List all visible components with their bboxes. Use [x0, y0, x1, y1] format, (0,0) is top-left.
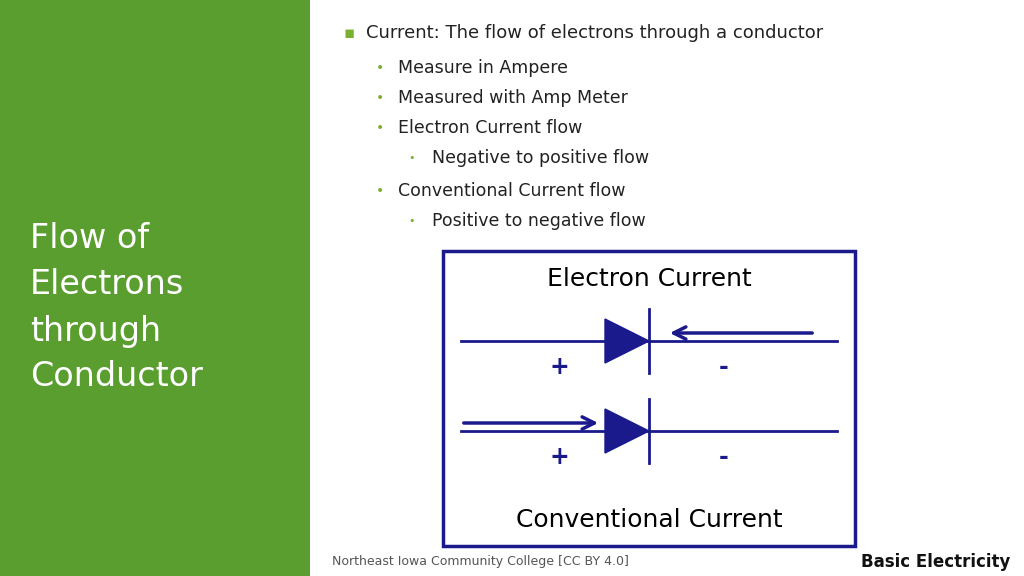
Text: Northeast Iowa Community College [CC BY 4.0]: Northeast Iowa Community College [CC BY … [332, 555, 629, 569]
Text: Basic Electricity: Basic Electricity [860, 553, 1010, 571]
Text: Negative to positive flow: Negative to positive flow [432, 149, 649, 167]
Text: Measured with Amp Meter: Measured with Amp Meter [398, 89, 628, 107]
Text: Measure in Ampere: Measure in Ampere [398, 59, 568, 77]
Polygon shape [605, 319, 649, 363]
Text: Conventional Current: Conventional Current [516, 508, 782, 532]
Text: •: • [376, 61, 384, 75]
Text: -: - [719, 355, 729, 379]
Text: Positive to negative flow: Positive to negative flow [432, 212, 646, 230]
Text: Flow of
Electrons
through
Conductor: Flow of Electrons through Conductor [30, 222, 203, 393]
Text: Current: The flow of electrons through a conductor: Current: The flow of electrons through a… [366, 24, 823, 42]
Bar [0, 0, 310, 576]
Text: •: • [376, 121, 384, 135]
Text: Electron Current: Electron Current [547, 267, 752, 291]
Text: -: - [719, 445, 729, 469]
Text: •: • [376, 91, 384, 105]
Text: •: • [409, 153, 416, 163]
Text: +: + [549, 445, 569, 469]
Text: ▪: ▪ [343, 24, 354, 42]
Bar [443, 251, 855, 546]
Polygon shape [605, 409, 649, 453]
Text: Electron Current flow: Electron Current flow [398, 119, 583, 137]
Text: •: • [376, 184, 384, 198]
Text: •: • [409, 216, 416, 226]
Text: Conventional Current flow: Conventional Current flow [398, 182, 626, 200]
Text: +: + [549, 355, 569, 379]
